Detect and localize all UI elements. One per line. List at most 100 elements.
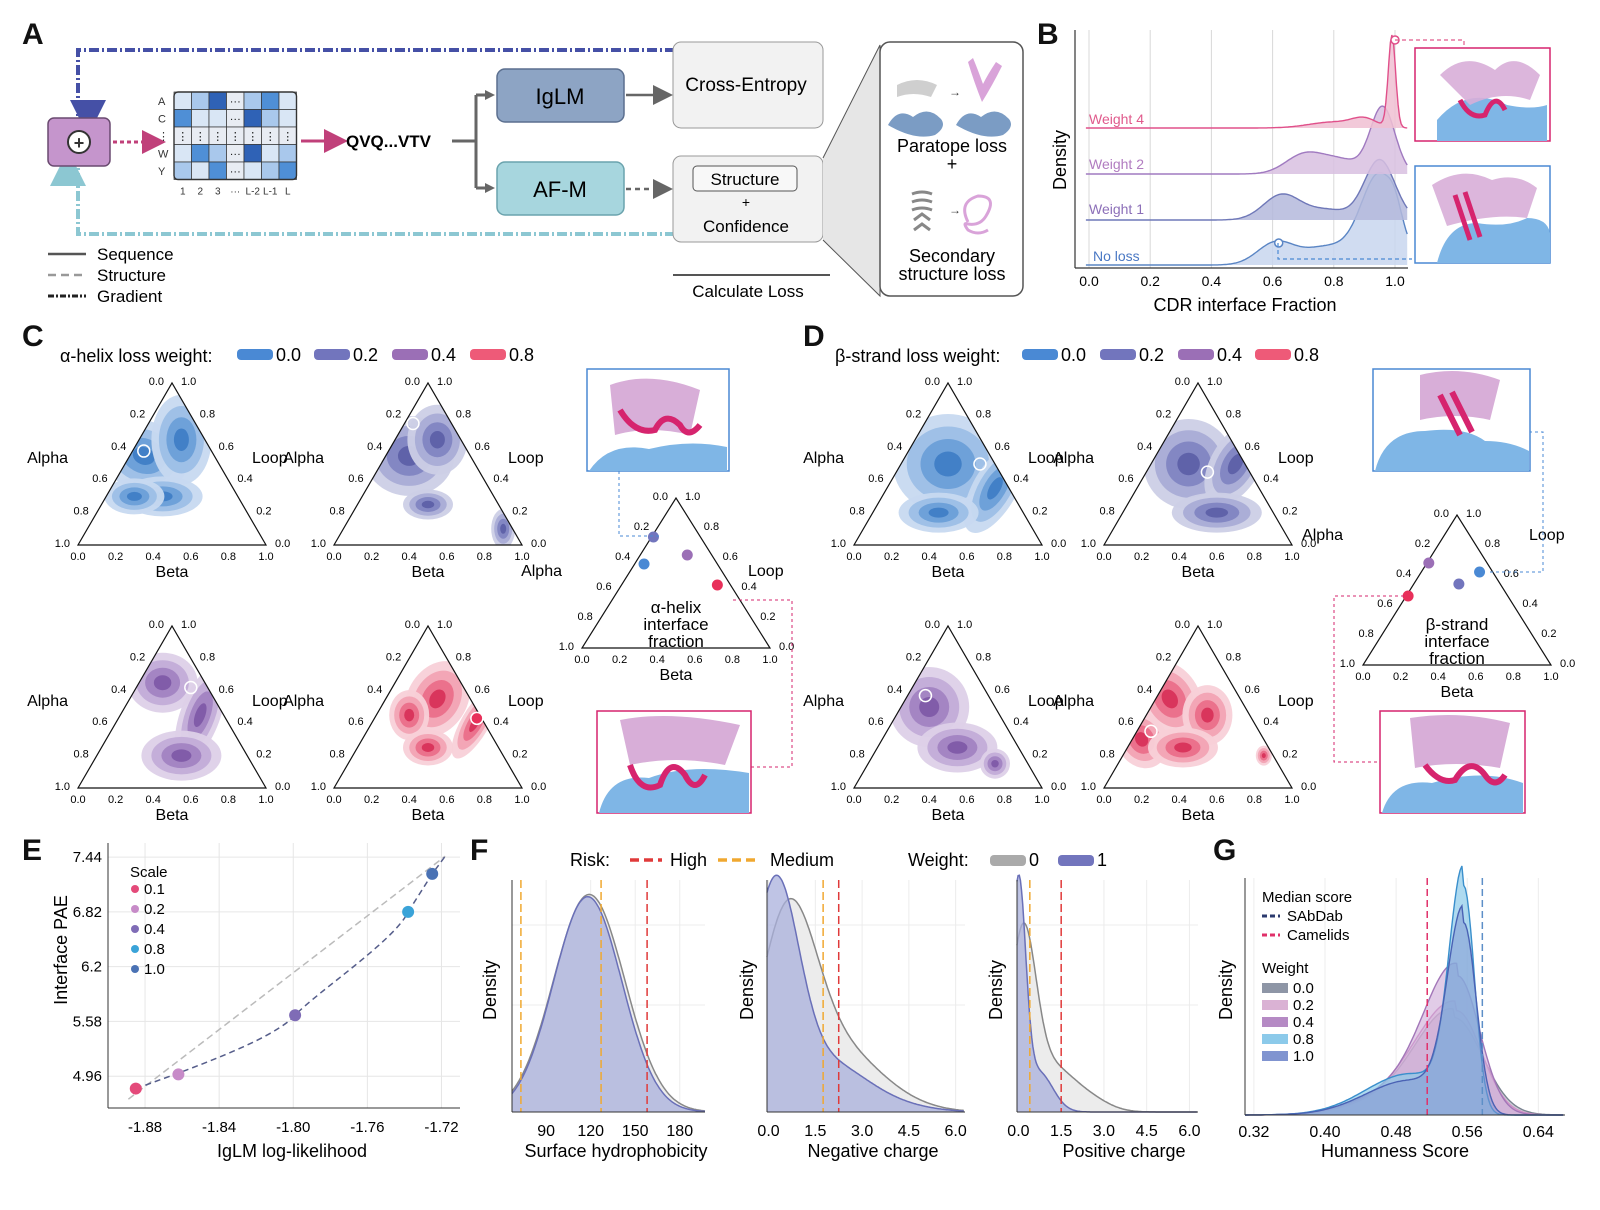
cross-entropy-box: [672, 41, 824, 129]
svg-text:Loop: Loop: [252, 450, 288, 467]
svg-text:1.0: 1.0: [55, 781, 70, 793]
svg-text:Loop: Loop: [1529, 527, 1565, 544]
b-ridge-line: [1085, 105, 1408, 175]
svg-text:0.8: 0.8: [1226, 408, 1241, 420]
b-ridge-line: [1085, 34, 1408, 129]
svg-text:0.4: 0.4: [1293, 1014, 1314, 1031]
svg-text:0.6: 0.6: [348, 473, 363, 485]
b-label-noloss: No loss: [1093, 248, 1140, 264]
svg-text:0.2: 0.2: [1415, 538, 1430, 550]
svg-text:0.6: 0.6: [959, 551, 974, 563]
summary-point: [1423, 557, 1435, 569]
matrix-cell: [191, 91, 210, 110]
summary-point: [638, 558, 650, 570]
svg-text:0.0: 0.0: [1175, 376, 1190, 388]
svg-text:Loop: Loop: [1028, 693, 1064, 710]
ternary-marker: [470, 711, 484, 726]
svg-text:→: →: [949, 85, 961, 99]
matrix-col-label: L: [285, 187, 291, 198]
svg-text:0.8: 0.8: [330, 506, 345, 518]
svg-text:0.2: 0.2: [512, 506, 527, 518]
e-plot: 7.44 6.82 6.2 5.58 4.96 -1.88 -1.84 -1.80 -1.76 -…: [73, 843, 460, 1136]
ternary-marker: [406, 416, 420, 431]
legend-gradient: Gradient: [97, 287, 162, 306]
branch-lines: [452, 93, 492, 190]
b-marker-noloss: [1273, 238, 1284, 248]
svg-text:⋮: ⋮: [230, 131, 241, 143]
svg-text:0.8: 0.8: [74, 749, 89, 761]
svg-text:0.2: 0.2: [1139, 345, 1164, 365]
iglm-box: [496, 68, 625, 123]
svg-text:+: +: [74, 133, 85, 153]
paratope-loss-label: Paratope loss: [897, 136, 1007, 156]
svg-text:0.0: 0.0: [846, 551, 861, 563]
svg-text:Beta: Beta: [660, 667, 693, 684]
svg-text:0.4: 0.4: [146, 794, 161, 806]
svg-text:0.8: 0.8: [330, 749, 345, 761]
e-xtick: -1.88: [128, 1119, 162, 1136]
svg-text:Beta: Beta: [156, 807, 189, 824]
svg-text:0.6: 0.6: [183, 794, 198, 806]
svg-text:0: 0: [1029, 850, 1039, 870]
svg-text:Beta: Beta: [1182, 564, 1215, 581]
b-tick: 0.0: [1079, 273, 1099, 289]
svg-text:0.0: 0.0: [149, 619, 164, 631]
svg-text:Alpha: Alpha: [27, 450, 68, 467]
c-title: α-helix loss weight:: [60, 346, 212, 366]
summary-point: [1402, 590, 1414, 602]
f-xtick: 1.5: [1050, 1123, 1072, 1140]
svg-text:⋮: ⋮: [247, 131, 258, 143]
svg-text:0.8: 0.8: [1359, 628, 1374, 640]
svg-text:1: 1: [1097, 850, 1107, 870]
afm-label: AF-M: [533, 177, 587, 202]
f-risk-label: Risk:: [570, 850, 610, 870]
svg-text:+: +: [947, 154, 958, 174]
e-xtick: -1.72: [424, 1119, 458, 1136]
svg-text:0.4: 0.4: [493, 716, 508, 728]
svg-text:0.2: 0.2: [353, 345, 378, 365]
svg-text:0.2: 0.2: [364, 551, 379, 563]
svg-text:0.0: 0.0: [1293, 980, 1314, 997]
svg-text:0.0: 0.0: [1355, 671, 1370, 683]
svg-text:···: ···: [230, 114, 241, 126]
svg-text:0.8: 0.8: [509, 345, 534, 365]
svg-text:Alpha: Alpha: [803, 450, 844, 467]
e-legend-title: Scale: [130, 864, 168, 881]
matrix-cell: [208, 91, 227, 110]
svg-text:0.8: 0.8: [477, 551, 492, 563]
svg-text:0.8: 0.8: [1485, 538, 1500, 550]
confidence-label: Confidence: [703, 217, 789, 236]
svg-text:0.4: 0.4: [111, 684, 126, 696]
matrix-cell: [208, 161, 227, 180]
plus-icon: [67, 130, 91, 154]
svg-text:0.0: 0.0: [1301, 538, 1316, 550]
svg-text:0.4: 0.4: [1431, 671, 1446, 683]
matrix-cell: [191, 144, 210, 163]
matrix-cell: [261, 91, 280, 110]
svg-text:0.4: 0.4: [1263, 716, 1278, 728]
svg-text:0.8: 0.8: [221, 794, 236, 806]
svg-text:0.0: 0.0: [276, 345, 301, 365]
svg-text:Alpha: Alpha: [1053, 450, 1094, 467]
b-ridge-line: [1085, 158, 1408, 221]
svg-text:0.6: 0.6: [723, 551, 738, 563]
svg-text:0.2: 0.2: [1282, 749, 1297, 761]
ternary-marker: [1144, 724, 1158, 739]
svg-text:0.6: 0.6: [868, 716, 883, 728]
svg-text:0.0: 0.0: [1096, 794, 1111, 806]
svg-text:0.4: 0.4: [1013, 716, 1028, 728]
svg-text:0.4: 0.4: [367, 684, 382, 696]
b-tick: 0.2: [1140, 273, 1160, 289]
svg-text:1.0: 1.0: [1081, 538, 1096, 550]
f-xtick: 4.5: [1136, 1123, 1158, 1140]
svg-text:1.0: 1.0: [762, 654, 777, 666]
svg-text:0.2: 0.2: [634, 521, 649, 533]
svg-text:0.6: 0.6: [348, 716, 363, 728]
panel-label-g: G: [1213, 834, 1236, 867]
ternary-purp: 0.00.0 1.00.20.2 0.80.40.4 0.60.60.6 0.40.80…: [27, 619, 290, 824]
svg-text:1.0: 1.0: [514, 794, 529, 806]
svg-text:···: ···: [230, 166, 241, 178]
e-ytick: 6.82: [73, 904, 102, 921]
g-weight-title: Weight: [1262, 960, 1309, 977]
